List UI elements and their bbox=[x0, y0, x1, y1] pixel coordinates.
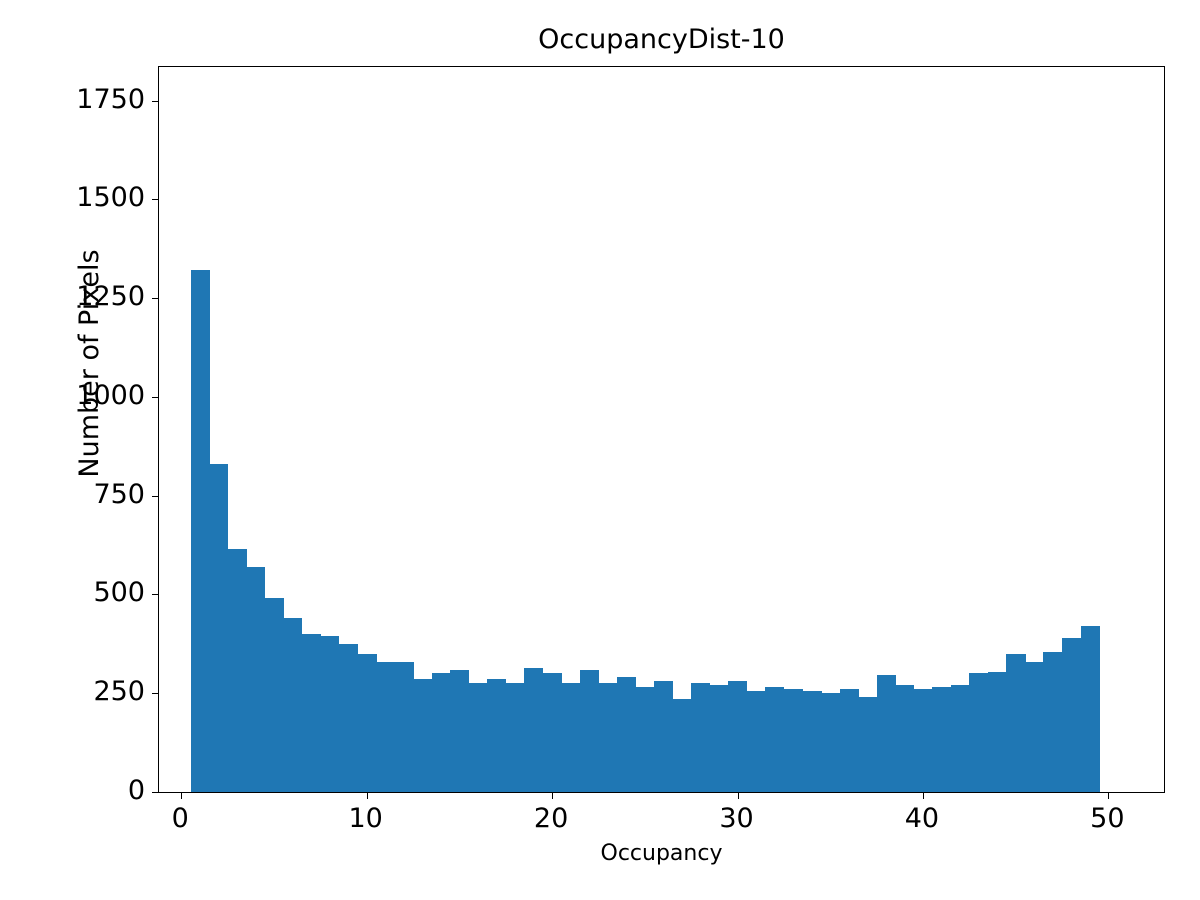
histogram-bar bbox=[1024, 661, 1045, 792]
y-tick-mark bbox=[152, 100, 159, 102]
y-tick-mark bbox=[152, 396, 159, 398]
y-tick-mark bbox=[152, 594, 159, 596]
x-tick-mark bbox=[922, 792, 924, 799]
histogram-bar bbox=[1006, 653, 1026, 792]
y-tick-mark bbox=[152, 792, 159, 793]
y-tick-label: 250 bbox=[93, 676, 145, 708]
histogram-bar bbox=[487, 679, 507, 792]
histogram-bar bbox=[802, 691, 822, 792]
histogram-bar bbox=[1080, 626, 1100, 792]
x-tick-mark bbox=[181, 792, 183, 799]
histogram-bar bbox=[913, 689, 933, 792]
histogram-bar bbox=[783, 689, 804, 792]
histogram-bar bbox=[858, 697, 878, 792]
histogram-bar bbox=[1062, 637, 1082, 792]
histogram-bar bbox=[765, 687, 785, 792]
histogram-bar bbox=[338, 643, 358, 792]
chart-title: OccupancyDist-10 bbox=[538, 24, 785, 55]
histogram-bar bbox=[375, 661, 396, 792]
x-tick-mark bbox=[1108, 792, 1110, 799]
histogram-bar bbox=[561, 683, 581, 792]
histogram-bar bbox=[246, 566, 266, 792]
x-tick-label: 50 bbox=[1090, 803, 1125, 834]
histogram-bar bbox=[598, 683, 618, 792]
y-tick-label: 1000 bbox=[76, 379, 145, 411]
histogram-bar bbox=[413, 679, 433, 792]
plot-axes bbox=[152, 66, 1165, 799]
y-tick-label: 0 bbox=[127, 775, 145, 806]
histogram-bar bbox=[450, 669, 470, 792]
histogram-bar bbox=[283, 618, 303, 792]
y-tick-mark bbox=[152, 495, 159, 497]
histogram-bar bbox=[895, 685, 915, 792]
histogram-bar bbox=[820, 693, 841, 792]
histogram-bar bbox=[709, 685, 729, 792]
histogram-bar bbox=[190, 270, 210, 792]
x-tick-label: 20 bbox=[533, 803, 569, 834]
histogram-bar bbox=[394, 661, 414, 792]
histogram-bar bbox=[932, 687, 952, 792]
histogram-bar bbox=[672, 699, 692, 792]
histogram-bar bbox=[524, 667, 544, 792]
x-tick-mark bbox=[366, 792, 368, 799]
histogram-bar bbox=[209, 464, 229, 792]
histogram-bar bbox=[542, 673, 562, 792]
histogram-bar bbox=[264, 598, 284, 792]
plot-area bbox=[159, 67, 1164, 792]
histogram-bar bbox=[635, 687, 655, 792]
y-tick-mark bbox=[152, 298, 159, 300]
histogram-bar bbox=[301, 633, 321, 792]
histogram-bar bbox=[969, 673, 989, 792]
histogram-bar bbox=[876, 675, 896, 792]
x-tick-mark bbox=[737, 792, 739, 799]
histogram-bar bbox=[505, 683, 525, 792]
y-tick-label: 1500 bbox=[76, 182, 145, 214]
histogram-bar bbox=[320, 635, 340, 792]
x-tick-label: 30 bbox=[719, 803, 754, 834]
histogram-bar bbox=[579, 669, 600, 792]
histogram-bar bbox=[1043, 651, 1063, 792]
histogram-bar bbox=[691, 683, 711, 792]
y-tick-mark bbox=[152, 693, 159, 695]
histogram-bar bbox=[746, 691, 766, 792]
histogram-bar bbox=[227, 549, 247, 792]
histogram-bar bbox=[616, 677, 637, 792]
histogram-bar bbox=[950, 685, 970, 792]
y-tick-label: 750 bbox=[93, 478, 145, 510]
x-tick-mark bbox=[552, 792, 554, 799]
x-axis-label: Occupancy bbox=[600, 841, 723, 866]
y-tick-label: 1250 bbox=[76, 281, 145, 313]
x-tick-label: 0 bbox=[171, 803, 189, 834]
histogram-bar bbox=[654, 681, 674, 792]
x-tick-label: 40 bbox=[904, 803, 940, 834]
y-tick-label: 1750 bbox=[76, 83, 145, 115]
histogram-bar bbox=[357, 653, 377, 792]
histogram-bar bbox=[468, 683, 488, 792]
histogram-bar bbox=[987, 671, 1007, 792]
y-tick-label: 500 bbox=[93, 577, 145, 609]
histogram-bar bbox=[839, 689, 859, 792]
y-tick-mark bbox=[152, 199, 159, 201]
histogram-bar bbox=[431, 673, 451, 792]
histogram-bar bbox=[728, 681, 748, 792]
x-tick-label: 10 bbox=[348, 803, 383, 834]
